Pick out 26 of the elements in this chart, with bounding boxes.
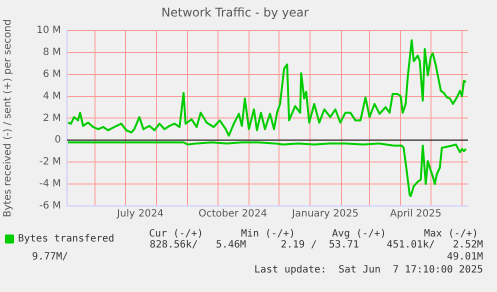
x-tick-label: October 2024 (198, 208, 268, 220)
y-tick-label: -4 M (39, 178, 61, 190)
text: 828.56k/ 5.46M (150, 240, 246, 251)
y-axis-title: Bytes received (-) / sent (+) per second (2, 19, 14, 218)
y-tick-label: 4 M (42, 90, 61, 102)
text: Cur (-/+) (149, 228, 204, 240)
x-tick-label: July 2024 (116, 208, 164, 220)
text: 2.19 / 53.71 (280, 240, 359, 251)
text: 49.01M (446, 252, 483, 263)
text: 451.01k/ 2.52M (386, 240, 483, 251)
y-tick-label: -2 M (39, 156, 61, 168)
text: 9.77M/ (32, 252, 68, 263)
text: Last update: Sat Jun 7 17:10:00 2025 (254, 264, 483, 276)
text: Min (-/+) (241, 228, 296, 240)
y-tick-label: 6 M (42, 68, 61, 80)
y-tick-label: 10 M (36, 24, 61, 36)
chart-title: Network Traffic - by year (161, 5, 309, 20)
y-tick-label: -6 M (39, 200, 61, 212)
y-tick-label: 0 (54, 134, 61, 146)
text: Avg (-/+) (332, 228, 386, 240)
y-tick-label: 8 M (42, 46, 61, 58)
y-tick-label: 2 M (42, 112, 61, 124)
x-tick-label: January 2025 (291, 208, 359, 220)
text: Max (-/+) (424, 228, 478, 240)
legend-label: Bytes transfered (18, 234, 114, 245)
x-tick-label: April 2025 (390, 208, 442, 220)
